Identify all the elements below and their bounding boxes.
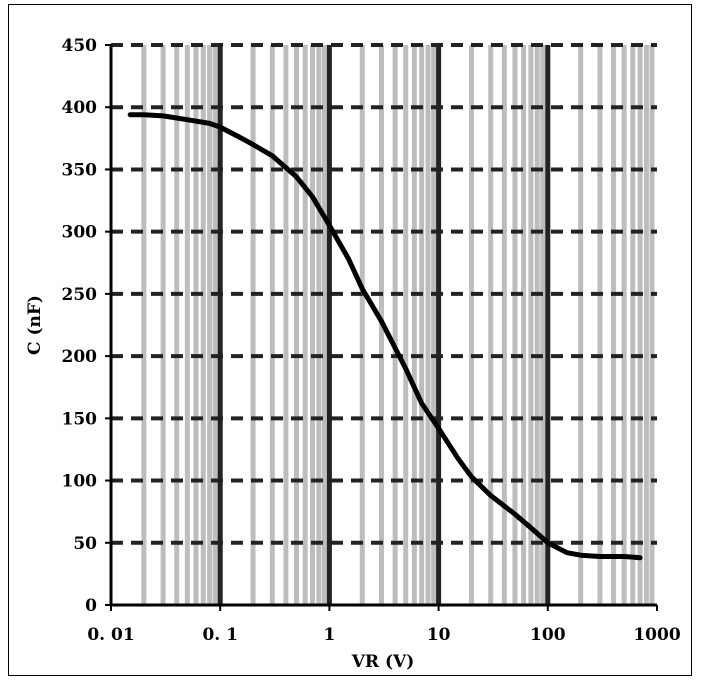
axes <box>105 44 658 611</box>
y-tick-label: 50 <box>73 534 97 554</box>
y-tick-label: 450 <box>62 36 98 56</box>
x-tick-label: 0. 1 <box>202 625 238 645</box>
y-tick-label: 250 <box>62 285 98 305</box>
y-axis-label: C (nF) <box>25 295 45 355</box>
y-tick-label: 0 <box>85 596 97 616</box>
grid <box>111 43 657 605</box>
x-tick-label: 10 <box>427 625 451 645</box>
tick-labels: 0. 01 0. 1 1 10 100 1000 0 50 100 150 200 250 300 350… <box>62 36 681 645</box>
y-tick-label: 150 <box>62 409 98 429</box>
y-tick-label: 300 <box>62 223 98 243</box>
series <box>127 112 643 561</box>
x-tick-label: 1 <box>323 625 335 645</box>
capacitance-curve <box>127 112 643 561</box>
x-tick-label: 0. 01 <box>87 625 134 645</box>
y-tick-label: 350 <box>62 160 98 180</box>
y-tick-label: 200 <box>62 347 98 367</box>
x-tick-label: 1000 <box>633 625 680 645</box>
x-tick-label: 100 <box>530 625 566 645</box>
x-axis-label: VR (V) <box>351 652 415 672</box>
y-tick-label: 100 <box>62 472 98 492</box>
y-tick-label: 400 <box>62 98 98 118</box>
chart-frame <box>8 4 692 676</box>
